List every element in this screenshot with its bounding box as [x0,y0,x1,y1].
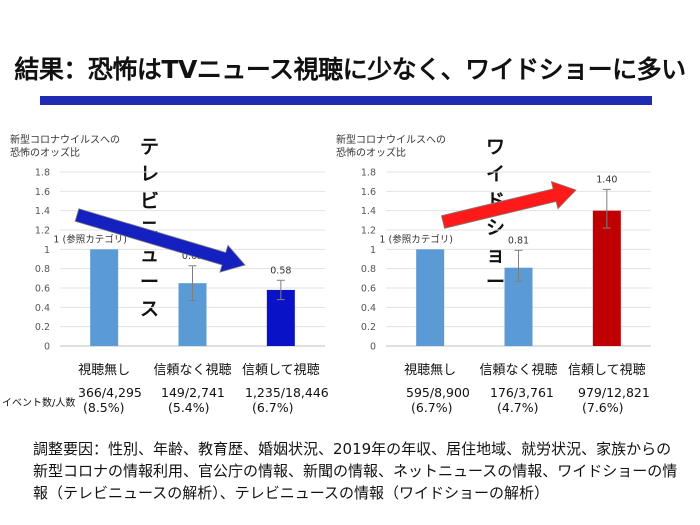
trend-arrow [74,208,246,273]
count-cell: 1,235/18,446 (6.7%) [245,385,329,415]
count-value: 366/4,295 [78,385,142,400]
y-axis-label: 新型コロナウイルスへの 恐怖のオッズ比 [10,135,120,159]
bar [90,249,119,346]
y-tick-label: 0.6 [35,284,50,295]
y-tick-label: 1.6 [361,187,376,198]
bar [592,210,621,346]
chart-plot: 00.20.40.60.811.21.41.61.81 (参照カテゴリ)視聴無し… [361,168,651,378]
count-value: 149/2,741 [161,385,225,400]
y-tick-label: 0.4 [35,303,50,314]
y-tick-label: 0.4 [361,303,376,314]
count-cell: 595/8,900 (6.7%) [406,385,470,415]
count-value: 979/12,821 [578,385,650,400]
count-value: 1,235/18,446 [245,385,329,400]
y-tick-label: 1 [370,245,376,256]
data-label: 1 (参照カテゴリ) [379,233,452,245]
y-tick-label: 1.4 [361,206,376,217]
y-tick-label: 1.4 [35,206,50,217]
data-label: 1 (参照カテゴリ) [53,233,126,245]
chart-plot: 0 0.2 0.4 0.6 0.8 1 1.2 1.4 1.6 1.8 1 (参照カテゴリ) 視聴無し… [35,168,325,378]
category-label: 信頼して視聴 [242,363,320,378]
title-underline [40,96,652,105]
category-label: 視聴無し [404,363,456,378]
trend-arrow [440,180,577,229]
category-label: 信頼なく視聴 [479,363,557,378]
data-label: 0.81 [508,235,529,246]
count-percent: (6.7%) [411,400,453,415]
count-percent: (5.4%) [168,400,210,415]
adjustment-factors-note: 調整要因：性別、年齢、教育歴、婚姻状況、2019年の年収、居住地域、就労状況、家… [33,440,678,502]
count-cell: 149/2,741 (5.4%) [161,385,225,415]
y-tick-label: 1.8 [361,168,376,179]
count-percent: (7.6%) [582,400,624,415]
category-label: 信頼して視聴 [568,363,646,378]
y-tick-label: 0 [370,342,376,353]
count-value: 595/8,900 [406,385,470,400]
data-label: 1.40 [596,174,617,185]
y-tick-label: 1 [44,245,50,256]
y-tick-label: 0.6 [361,284,376,295]
category-label: 視聴無し [78,363,130,378]
count-cell: 366/4,295 (8.5%) [78,385,142,415]
y-tick-label: 1.2 [361,226,376,237]
events-label: イベント数/人数 [2,398,76,409]
y-tick-label: 0.2 [361,322,376,333]
slide-title: 結果：恐怖はTVニュース視聴に少なく、ワイドショーに多い [14,55,686,84]
y-tick-label: 0.8 [361,264,376,275]
count-percent: (6.7%) [252,400,294,415]
data-label: 0.58 [270,265,291,276]
category-label: 信頼なく視聴 [153,363,231,378]
count-value: 176/3,761 [490,385,554,400]
count-percent: (4.7%) [497,400,539,415]
y-axis-label: 新型コロナウイルスへの 恐怖のオッズ比 [336,135,446,159]
y-tick-label: 1.6 [35,187,50,198]
y-tick-label: 0 [44,342,50,353]
count-percent: (8.5%) [83,400,125,415]
y-tick-label: 0.8 [35,264,50,275]
y-tick-label: 0.2 [35,322,50,333]
count-cell: 176/3,761 (4.7%) [490,385,554,415]
y-tick-label: 1.2 [35,226,50,237]
bar [416,249,445,346]
y-tick-label: 1.8 [35,168,50,179]
count-cell: 979/12,821 (7.6%) [578,385,650,415]
